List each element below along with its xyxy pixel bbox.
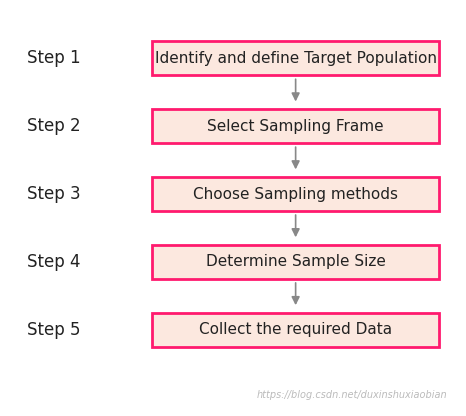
Text: Step 3: Step 3	[27, 185, 81, 203]
FancyBboxPatch shape	[152, 41, 439, 75]
FancyBboxPatch shape	[152, 313, 439, 347]
FancyBboxPatch shape	[152, 177, 439, 211]
Text: Step 2: Step 2	[27, 117, 81, 135]
Text: Collect the required Data: Collect the required Data	[199, 322, 392, 337]
Text: Choose Sampling methods: Choose Sampling methods	[193, 186, 398, 201]
Text: https://blog.csdn.net/duxinshuxiaobian: https://blog.csdn.net/duxinshuxiaobian	[257, 390, 448, 400]
Text: Step 5: Step 5	[27, 321, 81, 339]
Text: Determine Sample Size: Determine Sample Size	[206, 255, 385, 270]
Text: Step 1: Step 1	[27, 49, 81, 67]
FancyBboxPatch shape	[152, 109, 439, 143]
Text: Identify and define Target Population: Identify and define Target Population	[155, 51, 437, 66]
Text: Step 4: Step 4	[27, 253, 81, 271]
FancyBboxPatch shape	[152, 245, 439, 279]
Text: Select Sampling Frame: Select Sampling Frame	[207, 119, 384, 134]
